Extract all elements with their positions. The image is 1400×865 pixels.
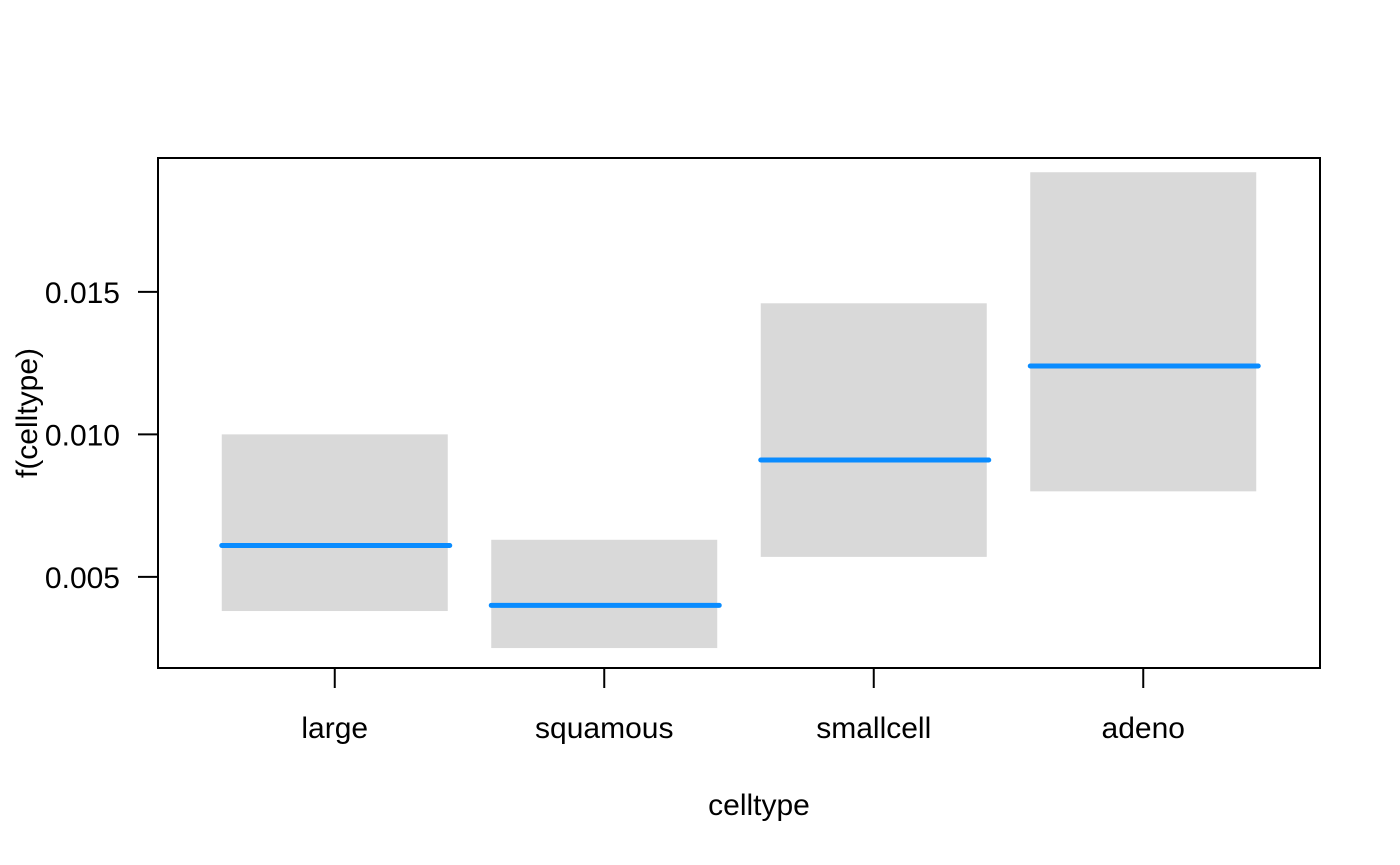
- y-tick-label: 0.010: [45, 419, 120, 452]
- x-tick-label: large: [301, 712, 368, 745]
- confidence-band-large: [221, 434, 448, 612]
- y-tick-label: 0.005: [45, 562, 120, 595]
- x-axis: large squamous smallcell adeno: [301, 668, 1185, 745]
- y-tick-label: 0.015: [45, 277, 120, 310]
- x-axis-title: celltype: [708, 789, 810, 822]
- y-axis: 0.005 0.010 0.015: [45, 277, 158, 595]
- confidence-band-adeno: [1030, 172, 1257, 492]
- confidence-bands: [221, 172, 1257, 649]
- estimate-lines: [219, 363, 1261, 608]
- confidence-band-smallcell: [760, 303, 987, 557]
- y-axis-title: f(celltype): [11, 348, 44, 478]
- plot-frame: [157, 157, 1321, 669]
- x-tick-label: smallcell: [816, 712, 931, 745]
- x-tick-label: adeno: [1102, 712, 1185, 745]
- confidence-band-squamous: [491, 539, 718, 649]
- x-tick-label: squamous: [535, 712, 673, 745]
